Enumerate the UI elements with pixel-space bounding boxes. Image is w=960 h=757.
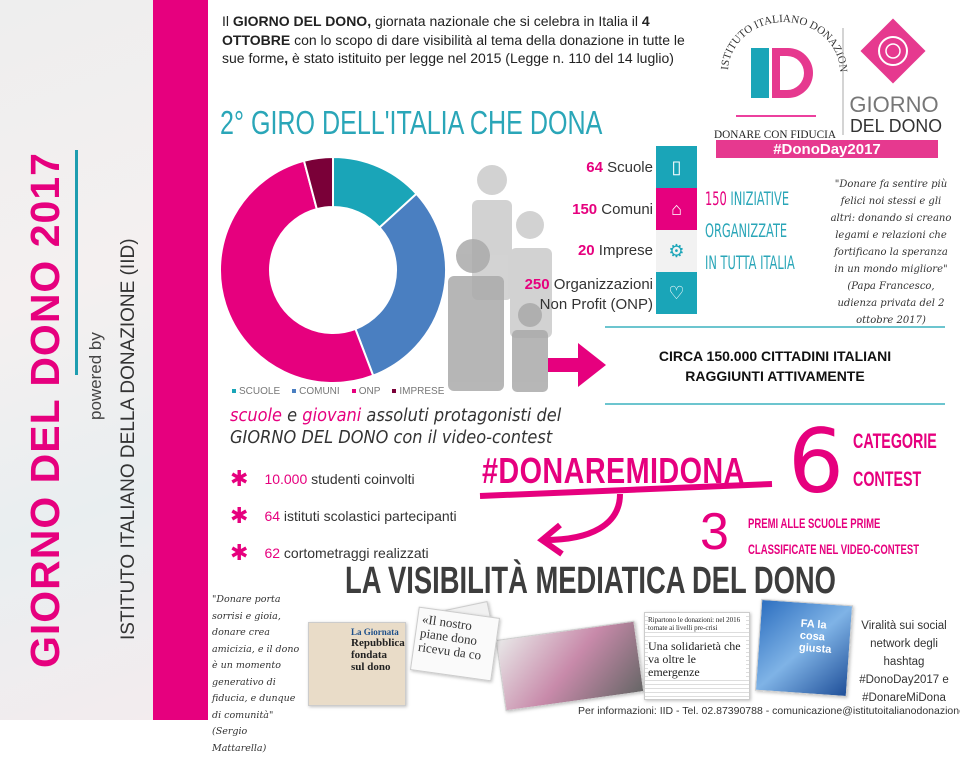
donut-slice-comuni [354,192,447,377]
arrow-right-icon [548,343,606,387]
donut-slice-imprese [302,155,334,211]
contest-label: CATEGORIE CONTEST [853,430,937,491]
tv-screenshot: FA la cosa giusta [754,598,854,698]
media-title: LA VISIBILITÀ MEDIATICA DEL DONO [345,560,836,602]
legend-item-onp: ONP [351,386,380,397]
divider [605,326,945,328]
svg-text:DEL DONO: DEL DONO [850,116,942,136]
intro-text: Il GIORNO DEL DONO, giornata nazionale c… [222,13,685,66]
people-icon [448,165,552,392]
news-clip: Ripartono le donazioni: nel 2016 tornate… [644,612,750,700]
iid-logo: ISTITUTO ITALIANO DONAZIONE DONARE CON F… [703,1,942,158]
bullet-item: ✱ 64 istituti scolastici partecipanti [230,503,457,528]
divider [75,150,78,375]
pink-stripe [153,0,208,720]
divider [605,403,945,405]
bullet-item: ✱ 10.000 studenti coinvolti [230,466,415,491]
legend-item-comuni: COMUNI [292,386,340,397]
asterisk-icon: ✱ [230,503,249,528]
sidebar-title: GIORNO DEL DONO 2017 [22,152,68,668]
asterisk-icon: ✱ [230,540,249,565]
donut-slice-onp [219,159,375,384]
prize-label: PREMI ALLE SCUOLE PRIME CLASSIFICATE NEL … [748,515,920,557]
footer-contact: Per informazioni: IID - Tel. 02.87390788… [578,705,960,717]
stat-comuni: 150 Comuni [572,201,653,218]
contest-count: 6 [788,410,844,513]
curved-arrow-icon [479,481,773,557]
news-clip: «Il nostro piane dono ricevu da co [409,606,501,682]
bullet-item: ✱ 62 cortometraggi realizzati [230,540,429,565]
stat-scuole: 64 Scuole [586,159,653,176]
prize-count: 3 [700,503,729,561]
citizens-reached: CIRCA 150.000 CITTADINI ITALIANI RAGGIUNT… [658,348,892,384]
heart-icon: ♡ [656,272,697,314]
initiatives: 150 INIZIATIVE ORGANIZZATE IN TUTTA ITALIA [705,188,795,274]
powered-by: powered by [86,332,105,420]
quote-pope: "Donare fa sentire più felici noi stessi… [830,179,952,326]
donut-chart [219,155,447,384]
org-name: ISTITUTO ITALIANO DELLA DONAZIONE (IID) [118,238,139,640]
contest-subtitle: scuole e giovani assoluti protagonisti d… [230,405,562,448]
tv-screenshot [495,620,645,712]
book-icon: ▯ [656,146,697,188]
building-icon: ⌂ [656,188,697,230]
stat-imprese: 20 Imprese [577,242,653,259]
chart-legend: SCUOLE COMUNI ONP IMPRESE [232,386,444,397]
page-title: 2° GIRO DELL'ITALIA CHE DONA [220,104,603,141]
svg-text:GIORNO: GIORNO [849,92,938,117]
gears-icon: ⚙ [656,230,697,272]
asterisk-icon: ✱ [230,466,249,491]
quote-mattarella: "Donare porta sorrisi e gioia, donare cr… [212,594,300,754]
legend-item-scuole: SCUOLE [232,386,280,397]
social-virality: Viralità sui social network degli hashta… [859,620,949,704]
news-clip: La Giornata Repubblica fondata sul dono [308,622,406,706]
svg-text:#DonoDay2017: #DonoDay2017 [773,141,881,158]
legend-item-imprese: IMPRESE [392,386,444,397]
stat-onp: 250 Organizzazioni Non Profit (ONP) [524,276,653,313]
svg-text:DONARE CON FIDUCIA: DONARE CON FIDUCIA [714,129,837,141]
logo-block: ISTITUTO ITALIANO DONAZIONE DONARE CON F… [703,1,946,158]
